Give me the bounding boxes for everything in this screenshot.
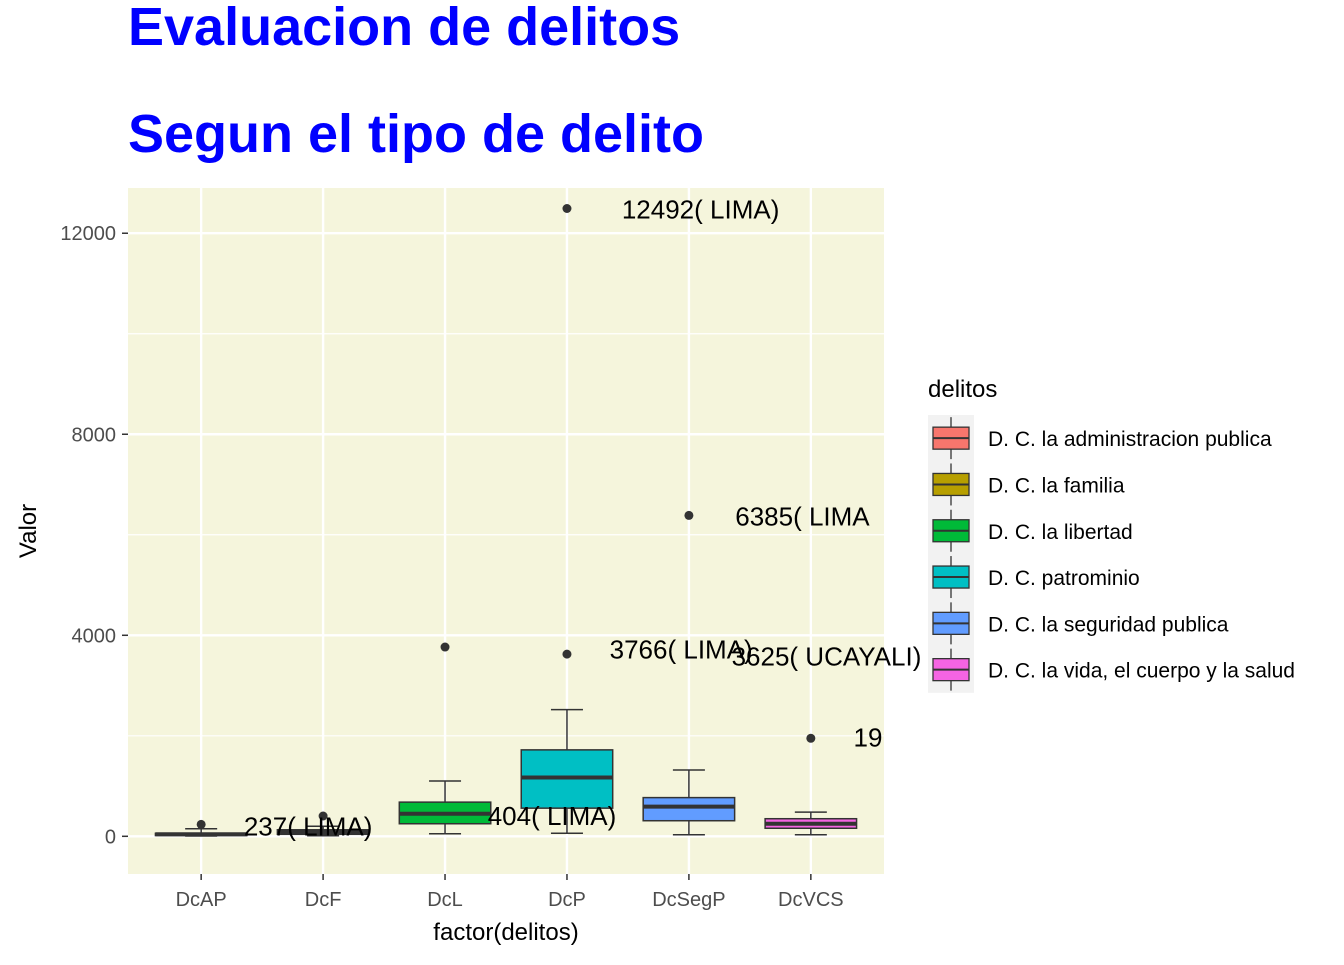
- legend-label: D. C. patrominio: [988, 567, 1140, 590]
- legend-key-background: [928, 415, 974, 693]
- outlier-point: [196, 819, 206, 829]
- chart-title: Evaluacion de delitos: [128, 0, 680, 57]
- x-tick-label: DcSegP: [652, 889, 725, 911]
- data-label: 404( LIMA): [488, 801, 617, 831]
- plot-layer: 0 4000 8000 12000 DcAP DcF DcL DcP DcSegP DcVCS 23…: [60, 188, 921, 911]
- data-label: 237( LIMA): [244, 811, 373, 841]
- legend-title: delitos: [928, 376, 997, 403]
- outlier-point: [562, 649, 572, 659]
- outlier-point: [684, 510, 694, 520]
- data-label: 12492( LIMA): [622, 195, 780, 225]
- outlier-point: [562, 204, 572, 214]
- outlier-point: [440, 642, 450, 652]
- outlier-point: [318, 811, 328, 821]
- data-label: 19: [854, 722, 883, 752]
- x-tick-label: DcP: [548, 889, 586, 911]
- legend-label: D. C. la administracion publica: [988, 428, 1272, 451]
- data-label: 3625( UCAYALI): [732, 641, 922, 671]
- y-axis-label: Valor: [15, 504, 42, 558]
- legend-label: D. C. la familia: [988, 474, 1125, 497]
- y-tick-label: 4000: [72, 625, 117, 647]
- x-tick-label: DcL: [427, 889, 463, 911]
- box-DcSegP: [642, 796, 736, 822]
- x-tick-label: DcF: [305, 889, 342, 911]
- plot-panel: [128, 188, 884, 874]
- outlier-point: [806, 733, 816, 743]
- legend-label: D. C. la libertad: [988, 521, 1133, 544]
- data-label: 6385( LIMA: [735, 501, 870, 531]
- legend-label: D. C. la seguridad publica: [988, 613, 1229, 636]
- y-tick-label: 8000: [72, 424, 117, 446]
- chart-subtitle: Segun el tipo de delito: [128, 104, 704, 164]
- x-tick-label: DcVCS: [778, 889, 844, 911]
- legend-label: D. C. la vida, el cuerpo y la salud: [988, 660, 1295, 683]
- x-tick-label: DcAP: [176, 889, 227, 911]
- y-tick-label: 12000: [60, 223, 116, 245]
- y-tick-label: 0: [105, 826, 116, 848]
- data-label: 3766( LIMA): [610, 634, 753, 664]
- legend: D. C. la administracion publica D. C. la …: [928, 415, 1295, 693]
- x-axis-label: factor(delitos): [433, 919, 578, 946]
